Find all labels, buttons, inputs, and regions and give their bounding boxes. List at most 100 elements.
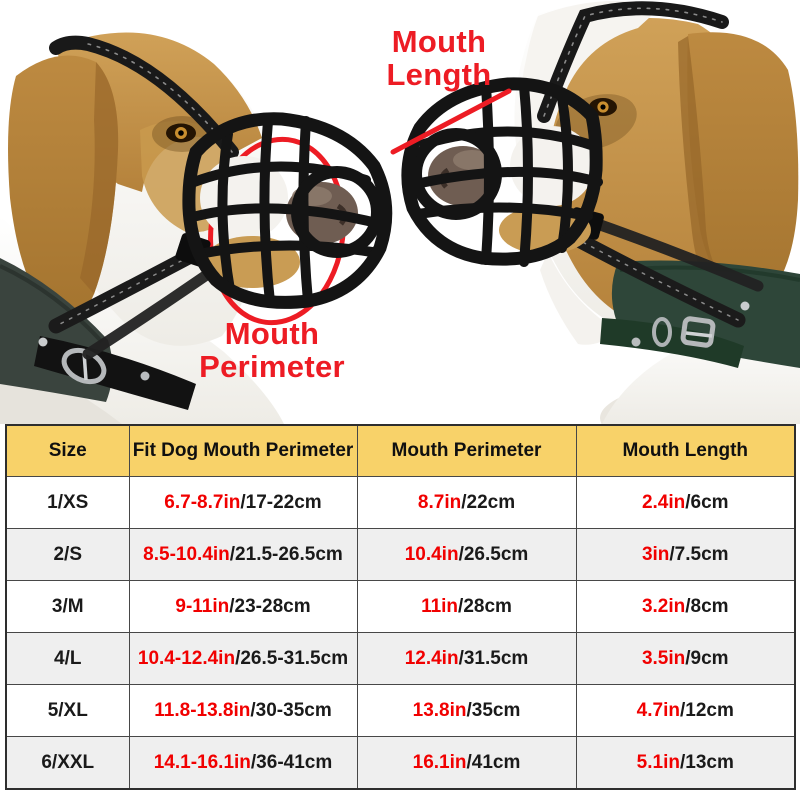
right-dog-straps (537, 1, 764, 328)
cm-value: /26.5-31.5cm (235, 647, 349, 669)
mouth-length-pointer-line (390, 88, 512, 155)
inches-value: 8.7in (417, 491, 462, 513)
mouth-perimeter-cell: 8.7in/22cm (356, 476, 577, 529)
mouth-perimeter-cell: 11in/28cm (356, 580, 577, 633)
right-dog-ear-fold (678, 36, 754, 312)
size-value: 5/XL (47, 699, 88, 721)
inches-value: 12.4in (404, 647, 459, 669)
cm-value: /22cm (461, 491, 516, 513)
fit-perimeter-cell: 9-11in/23-28cm (128, 580, 358, 633)
cm-value: /17-22cm (240, 491, 322, 513)
fit-perimeter-cell: 10.4-12.4in/26.5-31.5cm (128, 632, 358, 685)
size-cell: 5/XL (5, 684, 130, 737)
right-dog-basket-muzzle (401, 77, 603, 267)
size-value: 3/M (51, 595, 84, 617)
inches-value: 16.1in (412, 751, 467, 773)
size-value: 2/S (53, 543, 83, 565)
size-chart-table: Size Fit Dog Mouth Perimeter Mouth Perim… (5, 424, 796, 790)
mouth-perimeter-cell: 10.4in/26.5cm (356, 528, 577, 581)
inches-value: 11in (421, 595, 459, 617)
cm-value: /30-35cm (250, 699, 332, 721)
inches-value: 3.2in (641, 595, 686, 617)
inches-value: 11.8-13.8in (154, 699, 251, 721)
left-dog-photo (0, 32, 393, 424)
inches-value: 14.1-16.1in (153, 751, 251, 773)
col-header-fit-perimeter: Fit Dog Mouth Perimeter (128, 424, 358, 477)
left-dog-pupil (178, 130, 184, 136)
col-header-mouth-perimeter: Mouth Perimeter (356, 424, 577, 477)
cm-value: /41cm (466, 751, 521, 773)
cm-value: /6cm (685, 491, 729, 513)
left-dog-basket-muzzle (182, 112, 393, 309)
size-value: 1/XS (47, 491, 89, 513)
cm-value: /7.5cm (669, 543, 729, 565)
mouth-length-cell: 5.1in/13cm (575, 736, 796, 790)
cm-value: /23-28cm (229, 595, 311, 617)
inches-value: 9-11in (175, 595, 230, 617)
cm-value: /9cm (685, 647, 729, 669)
right-dog-pupil (600, 104, 606, 110)
dog-muzzle-photos (0, 0, 800, 424)
right-dog-photo (401, 0, 800, 424)
inches-value: 2.4in (641, 491, 686, 513)
mouth-perimeter-cell: 13.8in/35cm (356, 684, 577, 737)
left-basket-rim (182, 112, 393, 309)
table-row: 1/XS 6.7-8.7in/17-22cm 8.7in/22cm 2.4in/… (5, 476, 796, 529)
mouth-length-label: Mouth Length (338, 25, 540, 91)
right-collar-buckle-strap (600, 318, 744, 368)
cm-value: /35cm (466, 699, 521, 721)
table-row: 4/L 10.4-12.4in/26.5-31.5cm 12.4in/31.5c… (5, 632, 796, 685)
inches-value: 3.5in (641, 647, 686, 669)
left-collar-rivet (38, 337, 48, 347)
mouth-length-cell: 4.7in/12cm (575, 684, 796, 737)
right-basket-rim (401, 77, 603, 266)
right-collar-rivet (631, 337, 641, 347)
size-value: 6/XXL (41, 751, 95, 773)
size-cell: 2/S (5, 528, 130, 581)
cm-value: /28cm (458, 595, 512, 617)
fit-perimeter-cell: 11.8-13.8in/30-35cm (128, 684, 358, 737)
inches-value: 4.7in (636, 699, 680, 721)
right-dog-blaze (521, 0, 662, 173)
table-row: 3/M 9-11in/23-28cm 11in/28cm 3.2in/8cm (5, 580, 796, 633)
right-collar-rivet-2 (740, 301, 750, 311)
header-row: Size Fit Dog Mouth Perimeter Mouth Perim… (5, 424, 796, 477)
inches-value: 8.5-10.4in (143, 543, 230, 565)
fit-perimeter-cell: 6.7-8.7in/17-22cm (128, 476, 358, 529)
right-collar-dring (652, 317, 672, 347)
mouth-length-cell: 3in/7.5cm (575, 528, 796, 581)
size-cell: 3/M (5, 580, 130, 633)
cm-value: /31.5cm (458, 647, 529, 669)
inches-value: 13.8in (412, 699, 467, 721)
inches-value: 3in (641, 543, 670, 565)
fit-perimeter-cell: 14.1-16.1in/36-41cm (128, 736, 358, 790)
cm-value: /21.5-26.5cm (229, 543, 343, 565)
mouth-perimeter-label: Mouth Perimeter (150, 317, 394, 383)
cm-value: /36-41cm (250, 751, 333, 773)
mouth-length-cell: 3.2in/8cm (575, 580, 796, 633)
size-cell: 6/XXL (5, 736, 130, 790)
right-dog-jaw (540, 252, 620, 345)
left-collar-buckle-strap (34, 336, 196, 410)
cm-value: /12cm (679, 699, 734, 721)
mouth-perimeter-line2: Perimeter (199, 349, 345, 384)
right-basket-nose-ring (410, 128, 502, 220)
inches-value: 10.4-12.4in (137, 647, 236, 669)
inches-value: 10.4in (404, 543, 459, 565)
mouth-length-cell: 2.4in/6cm (575, 476, 796, 529)
mouth-length-line2: Length (386, 57, 492, 92)
left-basket-nose-ring (291, 166, 383, 258)
size-value: 4/L (54, 647, 82, 669)
mouth-perimeter-cell: 12.4in/31.5cm (356, 632, 577, 685)
inches-value: 5.1in (636, 751, 680, 773)
mouth-length-cell: 3.5in/9cm (575, 632, 796, 685)
right-collar-buckle (680, 316, 716, 348)
right-dog-ear (687, 32, 799, 308)
mouth-perimeter-cell: 16.1in/41cm (356, 736, 577, 790)
left-collar-rivet-2 (140, 371, 150, 381)
table-row: 6/XXL 14.1-16.1in/36-41cm 16.1in/41cm 5.… (5, 736, 796, 790)
col-header-size: Size (5, 424, 130, 477)
inches-value: 6.7-8.7in (164, 491, 241, 513)
col-header-mouth-length: Mouth Length (575, 424, 796, 477)
